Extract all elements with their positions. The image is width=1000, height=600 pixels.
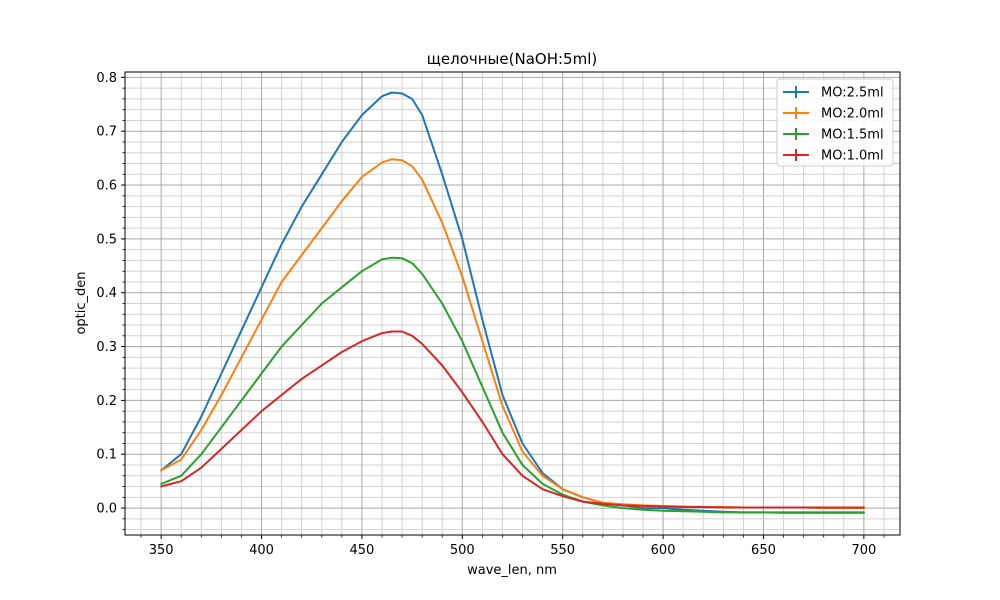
- series-line-mo-1-5ml: [160, 256, 865, 514]
- legend-label: MO:2.5ml: [821, 86, 884, 101]
- x-tick-label: 500: [450, 543, 475, 558]
- legend-label: MO:1.0ml: [821, 149, 884, 164]
- x-tick-label: 600: [651, 543, 676, 558]
- legend-label: MO:2.0ml: [821, 107, 884, 122]
- y-axis: 0.0 0.1 0.2 0.3 0.4 0.5 0.6 0.7 0.8: [96, 71, 125, 517]
- x-axis-label: wave_len, nm: [467, 563, 557, 578]
- major-grid: [125, 72, 900, 535]
- x-axis: 350 400 450 500 550 600 650 700: [149, 535, 876, 558]
- x-tick-label: 400: [249, 543, 274, 558]
- y-tick-label: 0.0: [96, 502, 117, 517]
- legend-item: MO:2.5ml: [783, 86, 884, 101]
- y-tick-label: 0.6: [96, 179, 117, 194]
- plot-frame: [124, 71, 901, 536]
- y-tick-label: 0.5: [96, 232, 117, 247]
- x-tick-label: 700: [851, 543, 876, 558]
- chart-title: щелочные(NaOH:5ml): [427, 50, 597, 68]
- legend: MO:2.5ml MO:2.0ml MO:1.5ml MO:1.0ml: [776, 78, 894, 167]
- legend-item: MO:2.0ml: [783, 107, 884, 122]
- x-tick-label: 350: [149, 543, 174, 558]
- y-tick-label: 0.3: [96, 340, 117, 355]
- legend-item: MO:1.0ml: [783, 149, 884, 164]
- minor-grid: [122, 72, 900, 538]
- x-tick-label: 550: [550, 543, 575, 558]
- y-tick-label: 0.4: [96, 286, 117, 301]
- x-tick-label: 450: [350, 543, 375, 558]
- legend-label: MO:1.5ml: [821, 128, 884, 143]
- legend-item: MO:1.5ml: [783, 128, 884, 143]
- y-tick-label: 0.1: [96, 448, 117, 463]
- x-tick-label: 650: [751, 543, 776, 558]
- series-layer: [160, 91, 865, 514]
- legend-box: [776, 78, 894, 167]
- series-line-mo-1-0ml: [160, 330, 865, 509]
- y-axis-label: optic_den: [74, 271, 89, 334]
- y-tick-label: 0.7: [96, 125, 117, 140]
- y-tick-label: 0.8: [96, 71, 117, 86]
- y-tick-label: 0.2: [96, 394, 117, 409]
